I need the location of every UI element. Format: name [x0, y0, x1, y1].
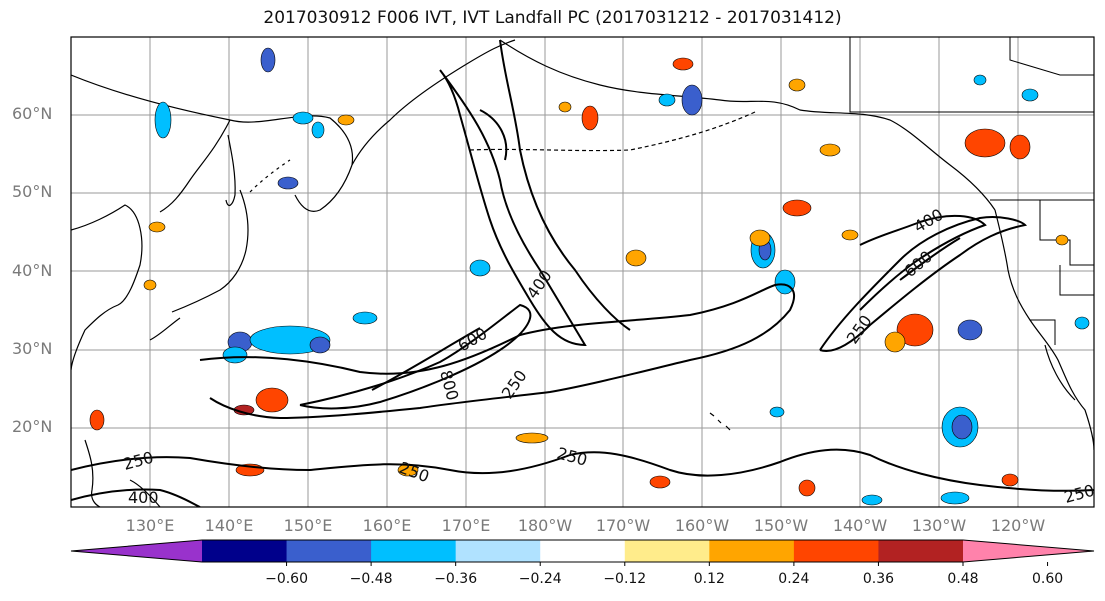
colorbar-segment [963, 540, 1094, 562]
colorbar-segment [624, 540, 710, 562]
lat-label: 30°N [12, 339, 53, 358]
lon-label: 170°W [595, 516, 651, 535]
lon-label: 130°W [911, 516, 967, 535]
colorbar-segments [70, 539, 1095, 566]
gridlines [71, 37, 1094, 507]
lon-label: 120°W [990, 516, 1046, 535]
colorbar-segment [793, 540, 879, 562]
colorbar-tick-label: 0.24 [778, 571, 810, 587]
colorbar-tick-label: −0.48 [349, 571, 393, 587]
lon-label: 180°W [517, 516, 573, 535]
colorbar-tick-label: −0.24 [518, 571, 562, 587]
map-frame [70, 36, 1095, 508]
colorbar-segment [202, 540, 288, 562]
colorbar-segment [455, 540, 541, 562]
colorbar-tick-label: 0.36 [862, 571, 895, 587]
colorbar-segment [286, 540, 372, 562]
colorbar-outline [70, 539, 1095, 563]
coastlines [71, 39, 1094, 507]
colorbar-tick-label: 0.60 [1031, 571, 1064, 587]
colorbar-tick-label: −0.12 [603, 571, 647, 587]
lat-label: 50°N [12, 182, 53, 201]
colorbar-tick-label: −0.60 [265, 571, 308, 587]
pc-shading [89, 47, 1090, 506]
lon-label: 150°W [753, 516, 809, 535]
colorbar-tick-label: −0.36 [434, 571, 478, 587]
lat-label: 40°N [12, 261, 53, 280]
lat-label: 20°N [12, 417, 53, 436]
ivt-contours [71, 39, 1094, 507]
contour-label: 400 [128, 488, 159, 507]
political-borders [849, 37, 1094, 345]
lon-label: 150°E [283, 516, 333, 535]
lon-label: 160°W [674, 516, 730, 535]
colorbar-tick-label: 0.12 [693, 571, 725, 587]
colorbar-segment [878, 540, 964, 562]
colorbar-segment [371, 540, 457, 562]
lon-label: 170°E [441, 516, 491, 535]
lon-label: 140°W [832, 516, 888, 535]
lon-label: 160°E [362, 516, 412, 535]
colorbar-segment [709, 540, 795, 562]
colorbar-segment [540, 540, 626, 562]
lon-label: 140°E [204, 516, 254, 535]
lon-label: 130°E [125, 516, 175, 535]
lat-label: 60°N [12, 104, 53, 123]
colorbar-tick-label: 0.48 [947, 571, 979, 587]
colorbar-segment [71, 540, 202, 562]
map-title: 2017030912 F006 IVT, IVT Landfall PC (20… [263, 8, 842, 28]
